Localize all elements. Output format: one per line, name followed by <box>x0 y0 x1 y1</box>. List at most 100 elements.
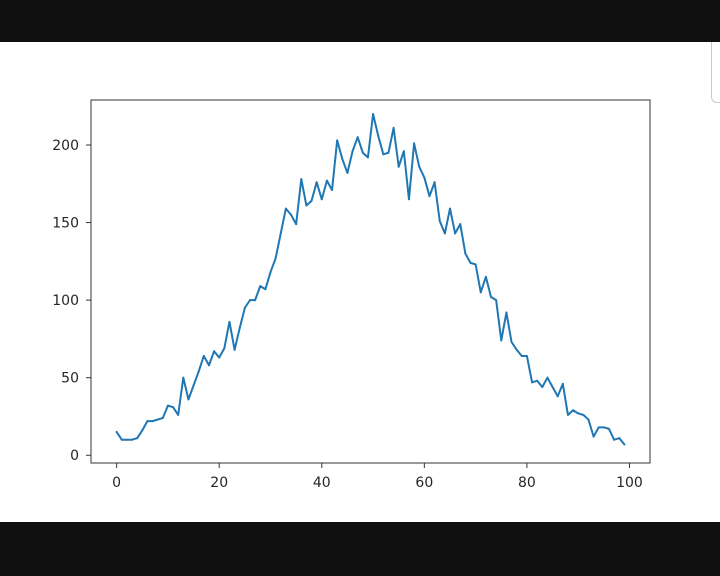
data-point <box>413 142 416 145</box>
data-point <box>531 381 534 384</box>
y-tick-label: 50 <box>61 371 79 387</box>
data-point <box>561 382 564 385</box>
data-point <box>536 379 539 382</box>
data-point <box>320 198 323 201</box>
data-point <box>223 347 226 350</box>
bottom-black-bar <box>0 522 720 576</box>
data-point <box>177 413 180 416</box>
data-point <box>248 299 251 302</box>
data-point <box>423 176 426 179</box>
data-point <box>310 199 313 202</box>
data-point <box>192 384 195 387</box>
data-point <box>510 341 513 343</box>
data-point <box>166 404 169 407</box>
data-point <box>572 409 575 412</box>
data-point <box>356 136 359 139</box>
scrollbar-edge[interactable] <box>711 42 720 103</box>
data-point <box>428 195 431 198</box>
x-tick-label: 20 <box>210 475 228 491</box>
data-point <box>454 232 457 235</box>
data-point <box>115 430 118 433</box>
data-point <box>392 126 395 129</box>
data-point <box>172 406 175 409</box>
data-point <box>448 207 451 210</box>
data-point <box>146 420 149 423</box>
data-point <box>315 181 318 184</box>
data-point <box>141 429 144 432</box>
top-black-bar <box>0 0 720 42</box>
data-point <box>500 339 503 342</box>
data-point <box>331 188 334 191</box>
data-point <box>161 417 164 420</box>
data-point <box>474 263 477 266</box>
x-tick-label: 0 <box>112 475 121 491</box>
data-point <box>151 420 154 423</box>
data-point <box>377 134 380 137</box>
data-point <box>218 356 221 359</box>
data-point <box>582 413 585 416</box>
data-point <box>551 385 554 388</box>
data-point <box>254 299 257 302</box>
data-point <box>587 418 590 421</box>
data-point <box>264 288 267 291</box>
data-point <box>505 311 508 314</box>
data-point <box>202 354 205 357</box>
x-tick-label: 60 <box>415 475 433 491</box>
data-point <box>361 151 364 154</box>
data-point <box>592 435 595 438</box>
data-point <box>402 150 405 153</box>
data-point <box>495 299 498 302</box>
data-point <box>372 112 375 115</box>
data-point <box>407 198 410 201</box>
data-point <box>207 364 210 367</box>
tick-layer: 0 20 40 60 80 100 0 50 100 150 200 <box>52 138 643 491</box>
data-point <box>556 395 559 398</box>
axes-frame <box>90 99 651 464</box>
data-point <box>607 427 610 430</box>
data-point <box>443 232 446 235</box>
data-point <box>438 220 441 222</box>
data-point <box>325 179 328 182</box>
data-point <box>418 165 421 168</box>
data-point <box>597 426 600 429</box>
data-point <box>515 348 518 351</box>
data-point <box>484 275 487 278</box>
data-point <box>243 306 246 309</box>
data-point <box>433 181 436 184</box>
data-point <box>577 412 580 415</box>
x-tick-label: 40 <box>313 475 331 491</box>
data-point <box>613 438 616 441</box>
data-point <box>520 354 523 357</box>
data-point <box>279 232 282 235</box>
data-point <box>120 438 123 441</box>
data-point <box>295 223 298 226</box>
data-point <box>125 438 128 441</box>
x-tick-label: 100 <box>616 475 643 491</box>
y-tick-label: 100 <box>52 293 79 309</box>
data-point <box>238 327 241 330</box>
data-point <box>187 398 190 401</box>
data-point <box>269 271 272 274</box>
data-point <box>566 413 569 416</box>
data-point <box>387 151 390 154</box>
data-point <box>490 296 493 299</box>
data-point <box>336 139 339 142</box>
data-point <box>479 291 482 294</box>
data-point <box>469 261 472 264</box>
data-point <box>525 354 528 357</box>
data-point <box>228 320 231 323</box>
x-tick-label: 80 <box>518 475 536 491</box>
data-point <box>284 207 287 210</box>
data-point <box>546 376 549 379</box>
data-point <box>341 157 344 160</box>
data-point <box>382 153 385 156</box>
data-point <box>274 257 277 260</box>
data-point <box>213 350 216 353</box>
data-point <box>233 348 236 351</box>
data-point <box>156 418 159 421</box>
data-point <box>541 385 544 388</box>
line-chart: 0 20 40 60 80 100 0 50 100 150 200 <box>52 99 651 491</box>
data-point <box>346 171 349 174</box>
data-point <box>182 376 185 379</box>
data-point <box>602 426 605 429</box>
